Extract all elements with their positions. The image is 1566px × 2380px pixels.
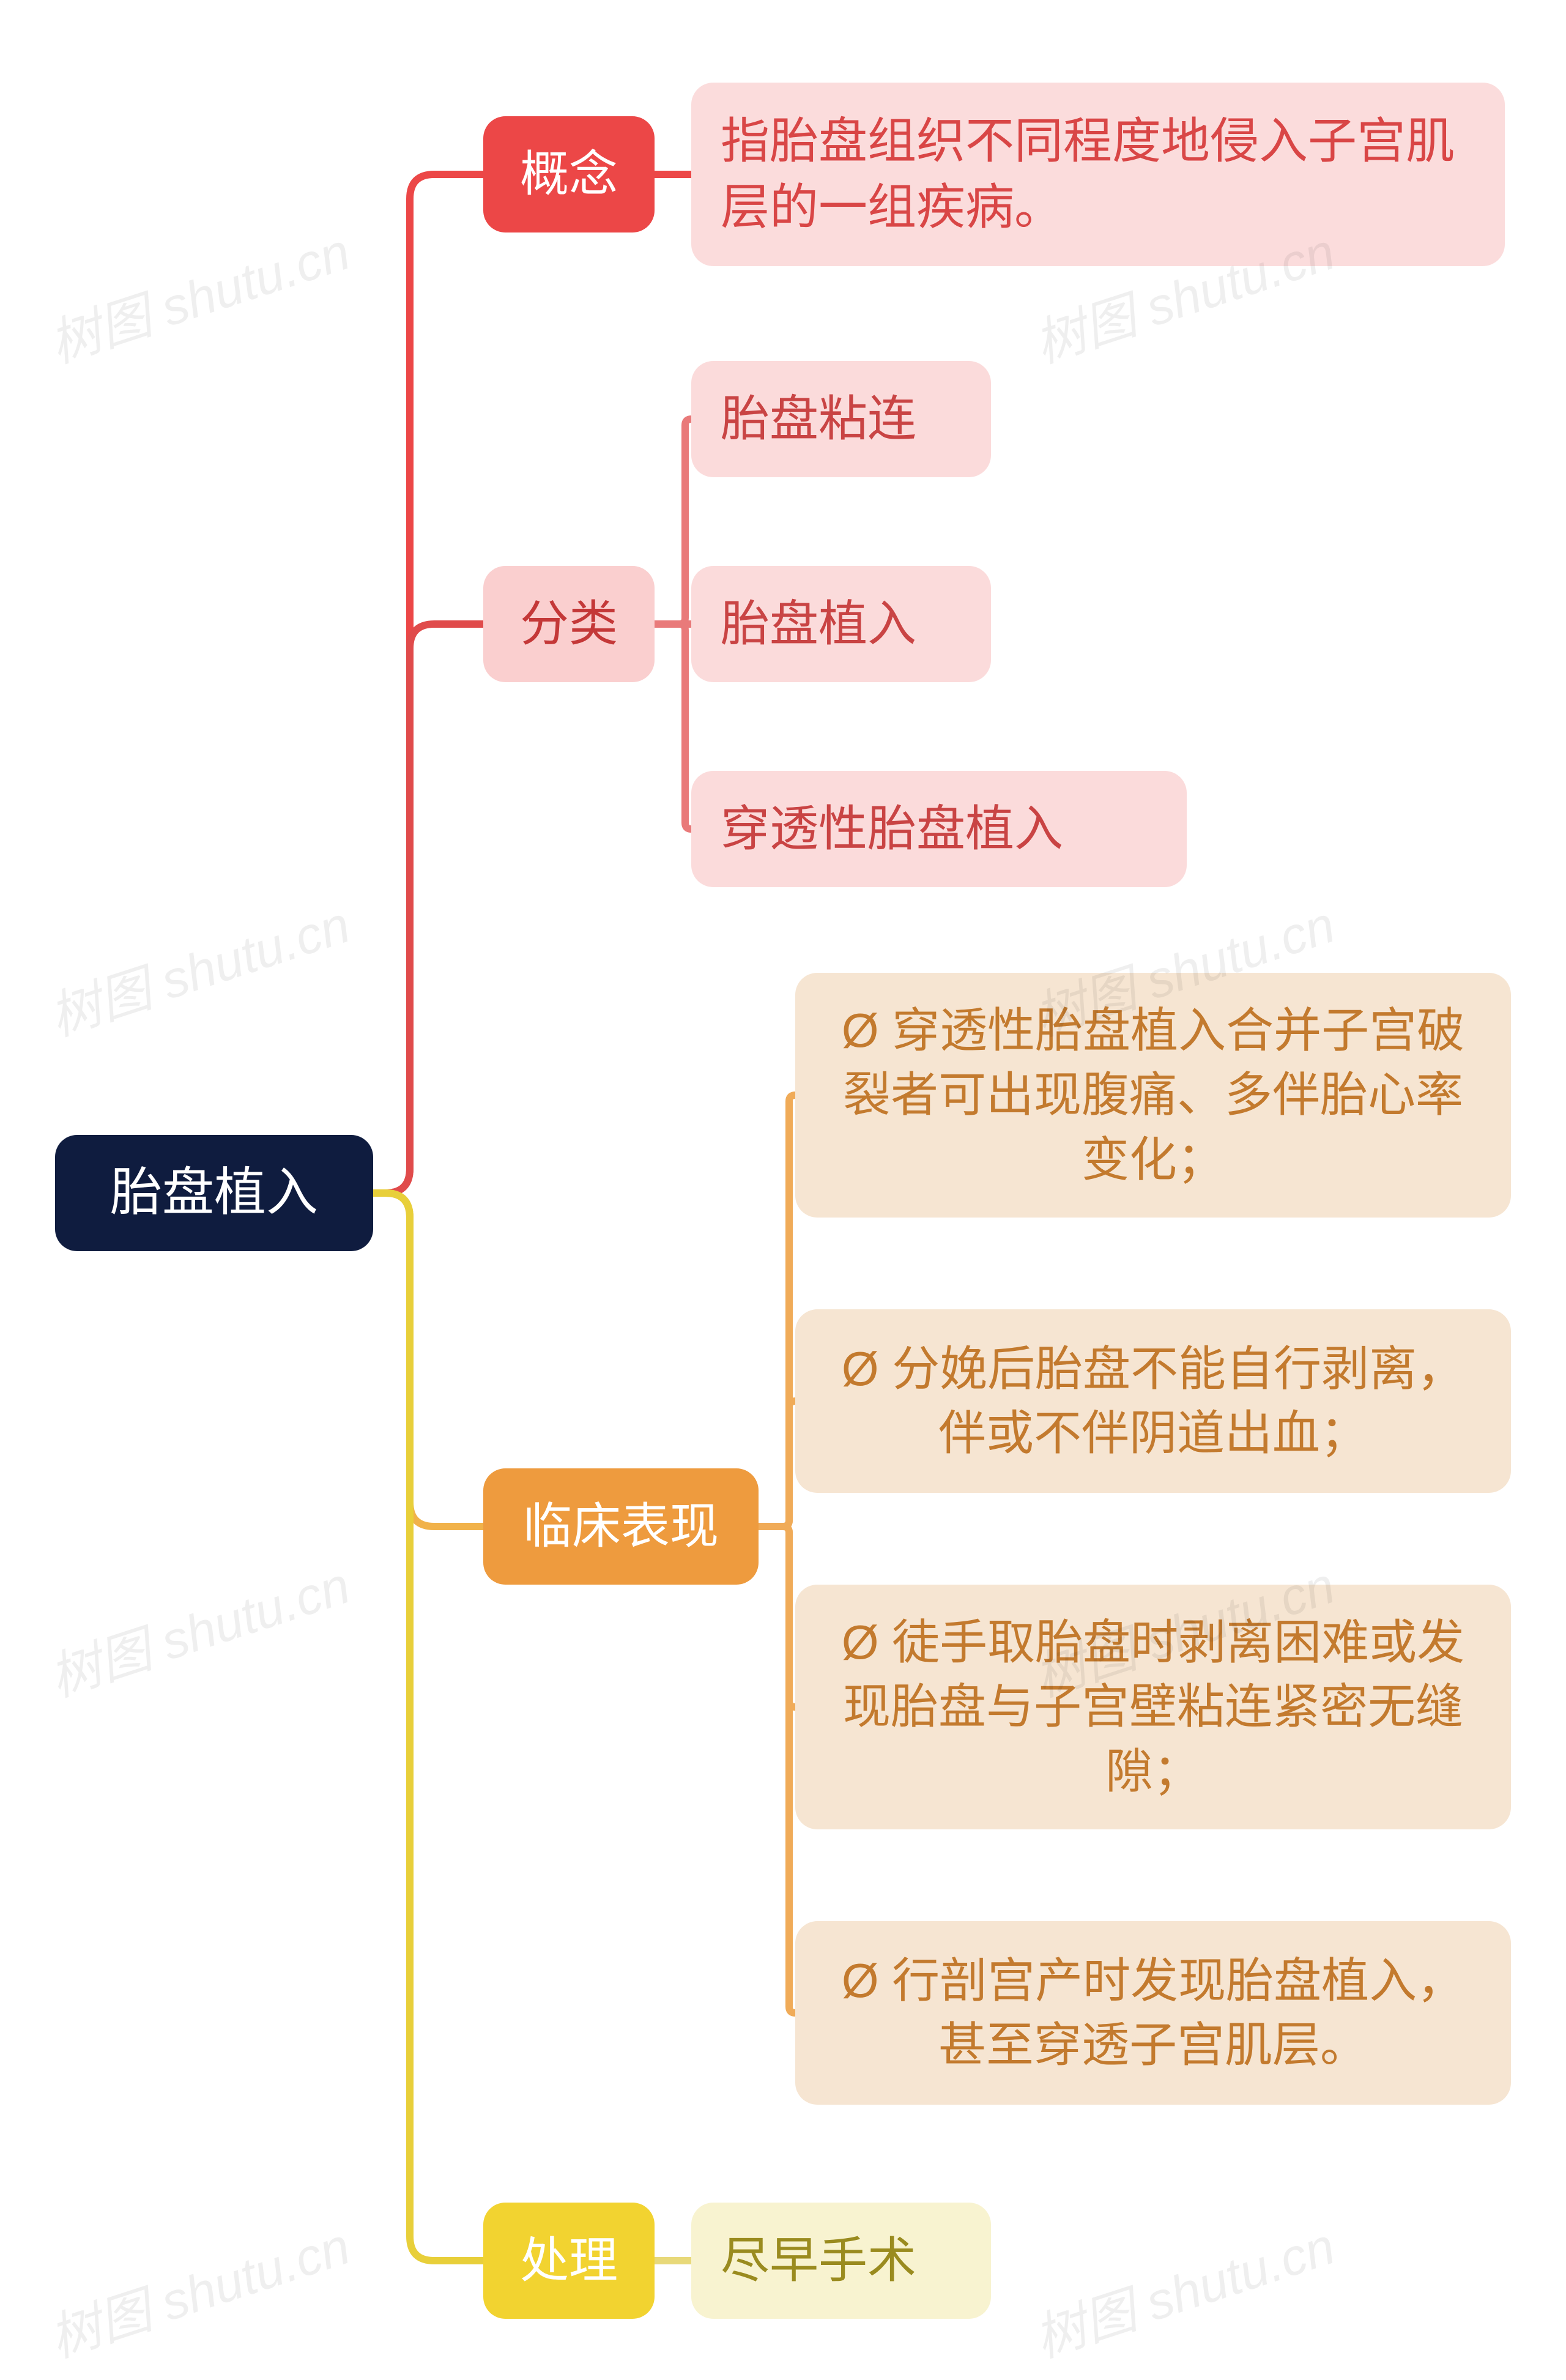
leaf-treatment-0-label: 尽早手术 (721, 2228, 916, 2294)
leaf-treatment-0[interactable]: 尽早手术 (691, 2203, 991, 2319)
branch-clinical-label: 临床表现 (523, 1493, 719, 1560)
connector (373, 174, 483, 1193)
leaf-clinical-2-label: Ø 徒手取胎盘时剥离困难或发现胎盘与子宫壁粘连紧密无缝隙； (825, 1610, 1482, 1804)
leaf-clinical-1[interactable]: Ø 分娩后胎盘不能自行剥离，伴或不伴阴道出血； (795, 1309, 1511, 1493)
leaf-clinical-0[interactable]: Ø 穿透性胎盘植入合并子宫破裂者可出现腹痛、多伴胎心率变化； (795, 973, 1511, 1218)
leaf-clinical-2[interactable]: Ø 徒手取胎盘时剥离困难或发现胎盘与子宫壁粘连紧密无缝隙； (795, 1585, 1511, 1829)
root-node-label: 胎盘植入 (110, 1158, 318, 1229)
root-node[interactable]: 胎盘植入 (55, 1135, 373, 1251)
leaf-clinical-0-label: Ø 穿透性胎盘植入合并子宫破裂者可出现腹痛、多伴胎心率变化； (825, 998, 1482, 1192)
leaf-clinical-1-label: Ø 分娩后胎盘不能自行剥离，伴或不伴阴道出血； (825, 1337, 1482, 1466)
branch-clinical[interactable]: 临床表现 (483, 1468, 759, 1585)
branch-treatment-label: 处理 (520, 2228, 618, 2294)
connector (759, 1401, 795, 1527)
connector (373, 1193, 483, 1527)
leaf-concept-0-label: 指胎盘组织不同程度地侵入子宫肌层的一组疾病。 (721, 108, 1475, 240)
leaf-concept-0[interactable]: 指胎盘组织不同程度地侵入子宫肌层的一组疾病。 (691, 83, 1505, 266)
connector (373, 624, 483, 1193)
connector (655, 624, 691, 829)
leaf-classification-0-label: 胎盘粘连 (721, 386, 916, 452)
branch-concept[interactable]: 概念 (483, 116, 655, 232)
leaf-classification-2[interactable]: 穿透性胎盘植入 (691, 771, 1187, 887)
leaf-classification-1-label: 胎盘植入 (721, 591, 916, 657)
branch-classification-label: 分类 (520, 591, 618, 657)
connector (759, 1527, 795, 2013)
mindmap-canvas: 胎盘植入概念指胎盘组织不同程度地侵入子宫肌层的一组疾病。分类胎盘粘连胎盘植入穿透… (0, 0, 1566, 2380)
branch-concept-label: 概念 (520, 141, 618, 207)
leaf-classification-0[interactable]: 胎盘粘连 (691, 361, 991, 477)
leaf-clinical-3[interactable]: Ø 行剖宫产时发现胎盘植入，甚至穿透子宫肌层。 (795, 1921, 1511, 2105)
branch-classification[interactable]: 分类 (483, 566, 655, 682)
leaf-classification-2-label: 穿透性胎盘植入 (721, 796, 1063, 862)
branch-treatment[interactable]: 处理 (483, 2203, 655, 2319)
connector (373, 1193, 483, 2261)
connector (655, 419, 691, 624)
leaf-clinical-3-label: Ø 行剖宫产时发现胎盘植入，甚至穿透子宫肌层。 (825, 1949, 1482, 2078)
leaf-classification-1[interactable]: 胎盘植入 (691, 566, 991, 682)
